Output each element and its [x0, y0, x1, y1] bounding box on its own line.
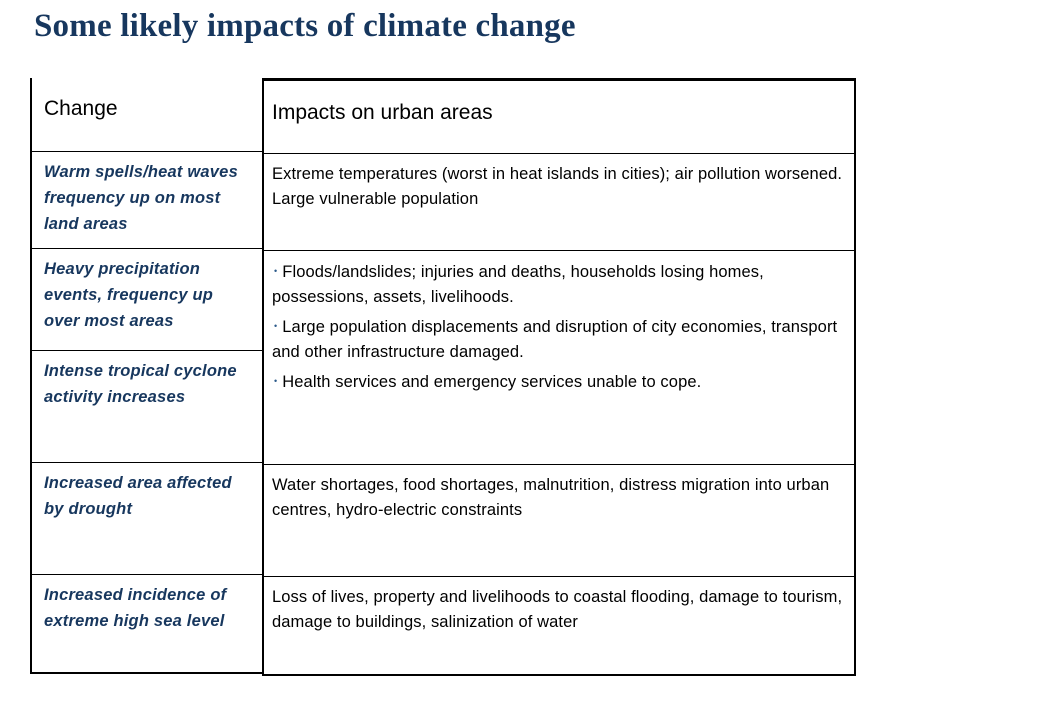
impact-floods-text-2: Large population displacements and disru…	[272, 318, 838, 361]
impact-heat: Extreme temperatures (worst in heat isla…	[272, 165, 843, 208]
impact-cell-drought: Water shortages, food shortages, malnutr…	[264, 465, 854, 577]
impacts-header: Impacts on urban areas	[272, 101, 493, 124]
impact-cell-sea-level: Loss of lives, property and livelihoods …	[264, 577, 854, 674]
change-column: Change Warm spells/heat waves frequency …	[30, 78, 262, 674]
impact-sea-level: Loss of lives, property and livelihoods …	[272, 588, 843, 631]
bullet-icon: •	[274, 266, 278, 276]
impact-floods-text-3: Health services and emergency services u…	[282, 373, 702, 391]
impact-floods-bullet-3: • Health services and emergency services …	[272, 369, 844, 395]
change-cyclone: Intense tropical cyclone activity increa…	[44, 362, 237, 406]
impacts-column: Impacts on urban areas Extreme temperatu…	[262, 78, 856, 676]
impact-drought: Water shortages, food shortages, malnutr…	[272, 476, 830, 519]
impacts-header-cell: Impacts on urban areas	[264, 81, 854, 154]
bullet-icon: •	[274, 376, 278, 386]
impact-floods-bullet-2: • Large population displacements and disr…	[272, 314, 844, 365]
change-header: Change	[44, 97, 118, 120]
impact-cell-floods: • Floods/landslides; injuries and deaths,…	[264, 251, 854, 465]
change-drought: Increased area affected by drought	[44, 474, 232, 518]
change-sea-level: Increased incidence of extreme high sea …	[44, 586, 227, 630]
impact-floods-bullet-1: • Floods/landslides; injuries and deaths,…	[272, 259, 844, 310]
change-cell-drought: Increased area affected by drought	[32, 463, 262, 575]
change-cell-heat: Warm spells/heat waves frequency up on m…	[32, 152, 262, 249]
change-heat: Warm spells/heat waves frequency up on m…	[44, 163, 238, 233]
change-cell-precipitation: Heavy precipitation events, frequency up…	[32, 249, 262, 351]
page-title: Some likely impacts of climate change	[34, 8, 576, 44]
change-cell-cyclone: Intense tropical cyclone activity increa…	[32, 351, 262, 463]
change-precipitation: Heavy precipitation events, frequency up…	[44, 260, 214, 330]
change-cell-sea-level: Increased incidence of extreme high sea …	[32, 575, 262, 672]
change-header-cell: Change	[32, 78, 262, 152]
bullet-icon: •	[274, 321, 278, 331]
impact-cell-heat: Extreme temperatures (worst in heat isla…	[264, 154, 854, 251]
impact-floods-text-1: Floods/landslides; injuries and deaths, …	[272, 263, 764, 306]
